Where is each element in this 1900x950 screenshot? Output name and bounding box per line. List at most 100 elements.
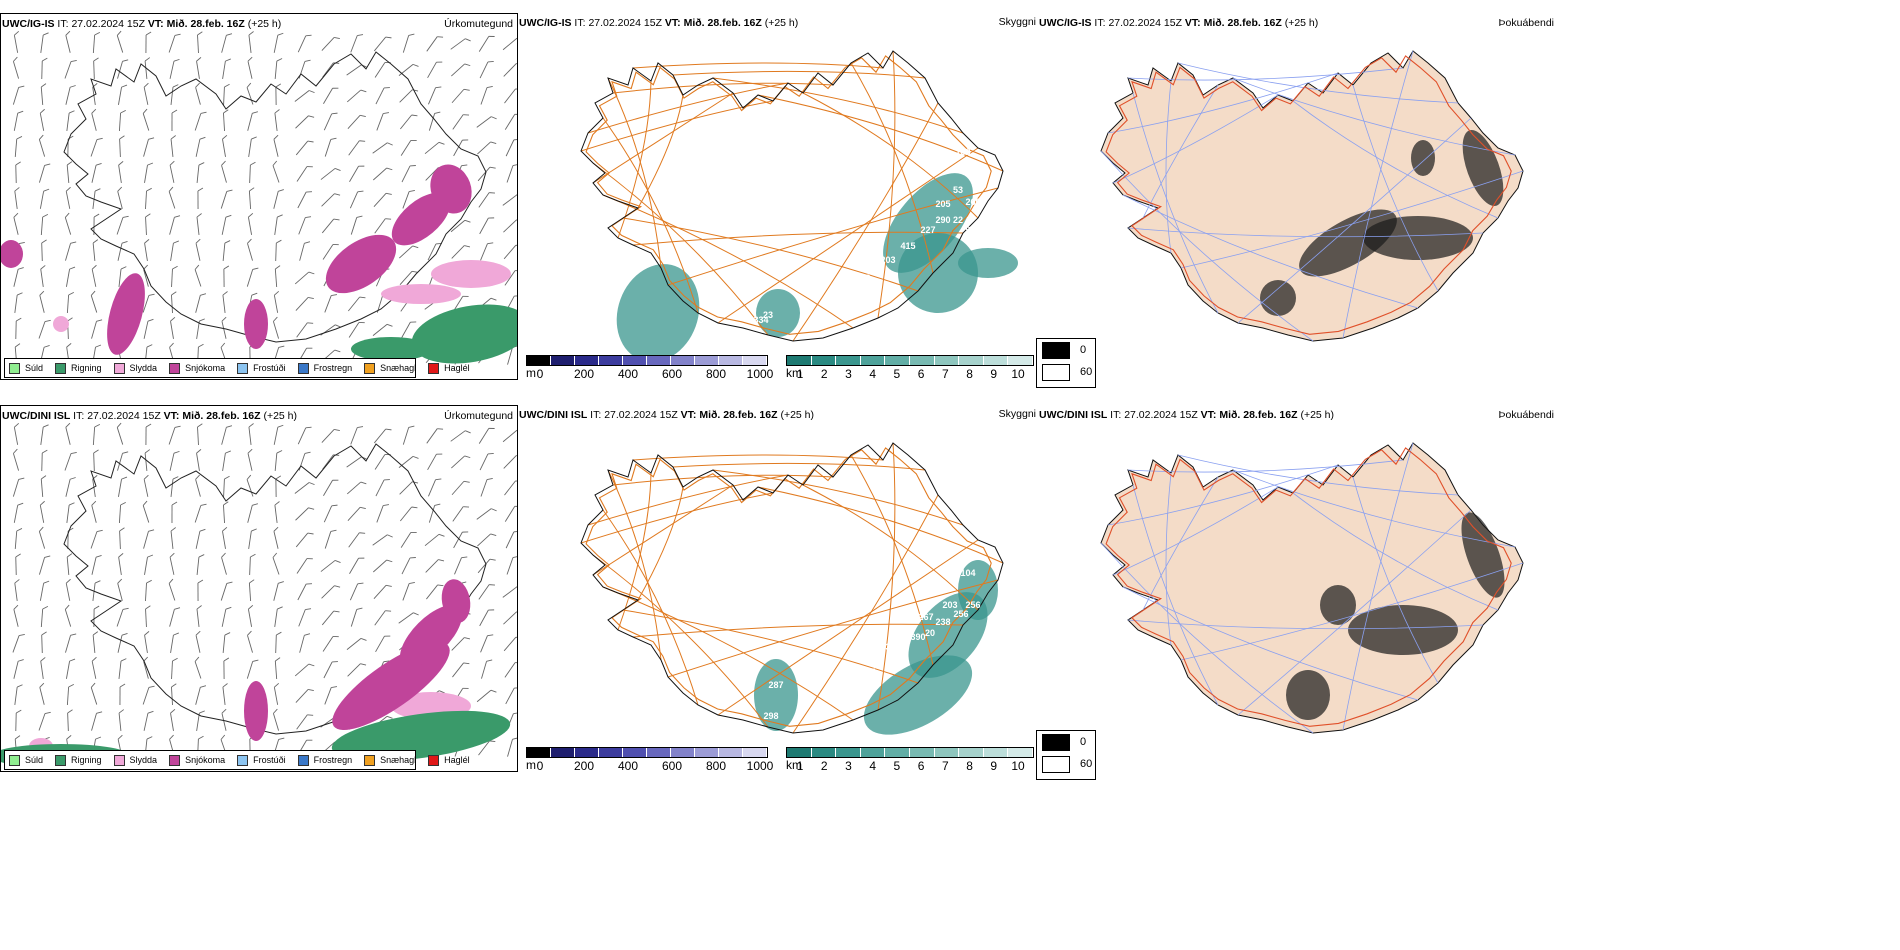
wind-barb [350, 215, 363, 235]
river [1127, 67, 1404, 81]
wind-barb [66, 161, 73, 184]
scale-swatch [909, 356, 935, 365]
fog-area [1260, 280, 1296, 316]
precip-legend-item: Snæhagl [364, 362, 416, 374]
wind-barb [454, 556, 468, 575]
wind-barb [402, 33, 415, 53]
scale-swatch [909, 748, 935, 757]
wind-barb [222, 632, 231, 654]
wind-barb [195, 238, 201, 261]
wind-barb [170, 632, 180, 653]
wind-barb [38, 526, 46, 549]
wind-barb [222, 526, 228, 549]
wind-barb [502, 429, 517, 443]
road [580, 492, 774, 544]
wind-barb [479, 609, 495, 627]
precip-legend-item: Snjókoma [169, 754, 225, 766]
wind-barb [274, 501, 280, 523]
wind-barb [480, 634, 494, 653]
wind-barb [452, 662, 470, 678]
scale-swatch [527, 748, 551, 757]
wind-barb [194, 111, 207, 131]
wind-barb [346, 64, 367, 76]
wind-barb [40, 606, 49, 628]
wind-barb [504, 662, 517, 678]
ring-road [1105, 55, 1512, 335]
wind-barb [321, 218, 340, 234]
panel-header: UWC/IG-IS IT: 27.02.2024 15Z VT: Mið. 28… [519, 17, 798, 29]
wind-barb [118, 266, 127, 287]
wind-barb [40, 265, 46, 287]
wind-barb [375, 479, 390, 497]
wind-barb [347, 114, 366, 129]
wind-barb [248, 31, 254, 53]
wind-barb [90, 290, 98, 313]
lead-time: (+25 h) [764, 17, 799, 29]
ceiling-value: 237 [880, 642, 895, 652]
road [632, 62, 884, 69]
fog-legend-row: 0 [1037, 339, 1095, 361]
wind-barb [40, 214, 49, 236]
fog-legend-row: 60 [1037, 753, 1095, 775]
wind-barb [194, 503, 207, 523]
fog-legend-swatch [1042, 755, 1070, 773]
wind-barb [507, 737, 517, 757]
wind-barb [41, 449, 48, 472]
wind-barb [248, 528, 257, 549]
wind-barb [246, 267, 259, 287]
wind-barb [66, 502, 75, 523]
wind-barb [117, 240, 128, 261]
wind-barb [504, 505, 517, 522]
wind-barb [249, 161, 256, 184]
wind-barb [480, 85, 493, 105]
low-visibility-area [863, 655, 973, 735]
it-value: 27.02.2024 15Z [87, 410, 161, 422]
scale-swatch [743, 748, 767, 757]
wind-barb [274, 265, 281, 288]
precip-legend-item: Súld [9, 362, 43, 374]
scale-tick-label: 600 [661, 367, 683, 380]
wind-barb [40, 657, 46, 679]
wind-barb [12, 448, 20, 471]
road [637, 486, 684, 601]
wind-barb [222, 450, 231, 471]
wind-barb [426, 584, 444, 600]
scale-swatch [836, 356, 861, 365]
wind-barb [12, 477, 25, 497]
scale-swatch [647, 356, 671, 365]
ceiling-value: 133 [955, 147, 970, 157]
wind-barb [40, 83, 47, 106]
wind-barb [298, 608, 312, 627]
wind-barb [428, 503, 441, 523]
wind-barb [170, 240, 180, 261]
scale-swatch [934, 748, 960, 757]
legend-swatch [237, 362, 249, 374]
wind-barb [273, 424, 284, 445]
wind-barb [324, 137, 337, 157]
wind-barb [478, 427, 495, 444]
wind-barb [13, 659, 24, 679]
wind-barb [65, 477, 76, 497]
ceiling-value: 290 [935, 215, 950, 225]
wind-barb [295, 532, 314, 548]
wind-barb [295, 688, 314, 703]
wind-barb [481, 659, 493, 679]
visibility-panel-2: 104 110 203 256 267 238 256 20 390 237 93 415 287 298… [518, 405, 1038, 772]
wind-barb [221, 606, 232, 627]
scale-swatch [811, 748, 837, 757]
model-name: UWC/IG-IS [519, 17, 572, 29]
wind-barb [399, 270, 418, 286]
wind-barb [142, 685, 155, 705]
road [712, 77, 964, 134]
wind-barb [168, 186, 176, 209]
wind-barb [503, 636, 517, 652]
wind-barb [143, 710, 154, 731]
scale-tick-label: 2 [820, 367, 828, 380]
wind-barb [373, 192, 392, 207]
fog-area [1363, 216, 1473, 260]
wind-barb [502, 586, 517, 598]
wind-barb [478, 740, 496, 756]
wind-barb [273, 32, 284, 53]
legend-swatch [55, 362, 67, 374]
wind-barb [170, 476, 179, 497]
